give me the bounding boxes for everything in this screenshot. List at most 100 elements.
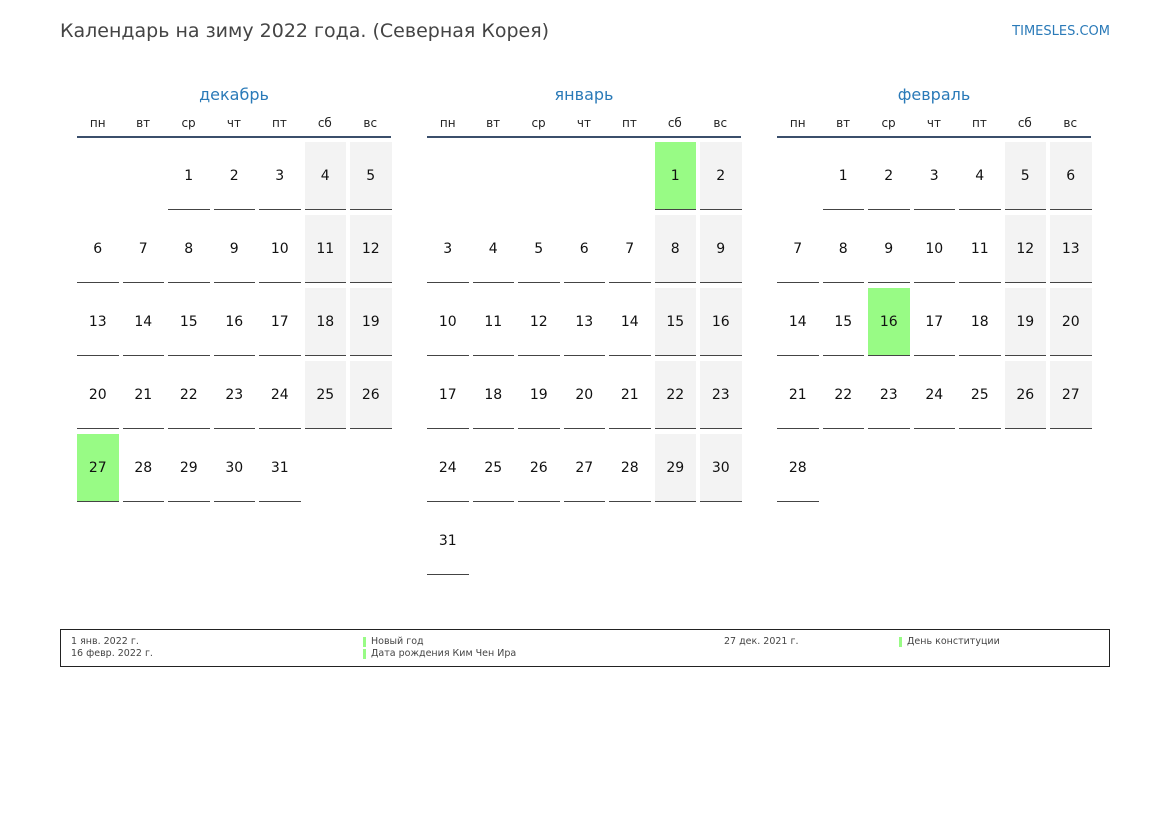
day-cell[interactable]: 8 [168,215,210,283]
day-cell[interactable]: 6 [563,215,605,283]
day-cell[interactable]: 17 [913,288,955,356]
day-cell[interactable]: 13 [563,288,605,356]
day-cell[interactable]: 20 [1050,288,1092,356]
day-cell[interactable]: 9 [213,215,255,283]
day-cell[interactable]: 7 [609,215,651,283]
day-cell[interactable]: 15 [822,288,864,356]
day-cell[interactable]: 19 [1004,288,1046,356]
day-cell[interactable]: 13 [77,288,119,356]
day-cell[interactable]: 26 [518,434,560,502]
day-cell[interactable]: 31 [427,507,469,575]
day-cell[interactable]: 25 [304,361,346,429]
weekday-label: вс [713,116,728,130]
day-cell[interactable]: 3 [427,215,469,283]
day-cell[interactable]: 23 [700,361,742,429]
day-cell[interactable]: 4 [959,142,1001,210]
weekday-label: вс [1063,116,1078,130]
day-cell[interactable]: 27 [77,434,119,502]
day-cell[interactable]: 30 [213,434,255,502]
day-cell[interactable]: 28 [122,434,164,502]
day-cell[interactable]: 2 [868,142,910,210]
day-cell[interactable]: 15 [654,288,696,356]
day-cell[interactable]: 17 [259,288,301,356]
day-cell[interactable]: 21 [122,361,164,429]
day-cell[interactable]: 22 [654,361,696,429]
day-cell[interactable]: 5 [1004,142,1046,210]
day-cell[interactable]: 11 [472,288,514,356]
day-cell[interactable]: 9 [700,215,742,283]
day-cell[interactable]: 19 [518,361,560,429]
day-cell[interactable]: 26 [1004,361,1046,429]
day-cell[interactable]: 16 [868,288,910,356]
day-cell[interactable]: 4 [472,215,514,283]
day-cell[interactable]: 16 [700,288,742,356]
day-cell[interactable]: 26 [350,361,392,429]
day-cell[interactable]: 14 [609,288,651,356]
day-cell[interactable]: 27 [1050,361,1092,429]
day-cell[interactable]: 27 [563,434,605,502]
day-cell[interactable]: 29 [168,434,210,502]
day-cell[interactable]: 11 [959,215,1001,283]
day-cell[interactable]: 5 [518,215,560,283]
weekday-label: пт [971,116,987,130]
day-cell[interactable]: 3 [913,142,955,210]
day-cell[interactable]: 30 [700,434,742,502]
day-cell[interactable]: 21 [609,361,651,429]
day-cell[interactable]: 25 [959,361,1001,429]
days-grid: 1 2 3 4 5 6 7 8 9 10 11 12 13 14 15 16 17 18 19 20 21 22 23 24 2… [427,142,742,575]
day-cell[interactable]: 24 [259,361,301,429]
day-cell[interactable]: 2 [213,142,255,210]
site-link[interactable]: TIMESLES.COM [1012,24,1110,39]
day-cell[interactable]: 17 [427,361,469,429]
days-grid: 1 2 3 4 5 6 7 8 9 10 11 12 13 14 15 16 17 18 19 20 21 22 23 24 2… [777,142,1092,502]
day-cell[interactable]: 9 [868,215,910,283]
day-cell[interactable]: 10 [427,288,469,356]
day-cell[interactable]: 5 [350,142,392,210]
day-cell[interactable]: 10 [913,215,955,283]
day-cell[interactable]: 29 [654,434,696,502]
weekday-header: пн вт ср чт пт сб вс [777,114,1091,138]
day-cell[interactable]: 23 [868,361,910,429]
empty-cell [564,142,606,210]
day-cell[interactable]: 1 [168,142,210,210]
day-cell[interactable]: 6 [77,215,119,283]
day-cell[interactable]: 1 [822,142,864,210]
day-cell[interactable]: 18 [472,361,514,429]
day-cell[interactable]: 1 [654,142,696,210]
month-january: январь пн вт ср чт пт сб вс 1 2 3 4 5 6 7 8 9 10 1… [427,84,742,575]
day-cell[interactable]: 2 [700,142,742,210]
day-cell[interactable]: 24 [913,361,955,429]
day-cell[interactable]: 7 [777,215,819,283]
day-cell[interactable]: 4 [304,142,346,210]
day-cell[interactable]: 10 [259,215,301,283]
day-cell[interactable]: 22 [168,361,210,429]
day-cell[interactable]: 14 [122,288,164,356]
day-cell[interactable]: 13 [1050,215,1092,283]
day-cell[interactable]: 3 [259,142,301,210]
day-cell[interactable]: 28 [777,434,819,502]
day-cell[interactable]: 7 [122,215,164,283]
day-cell[interactable]: 6 [1050,142,1092,210]
day-cell[interactable]: 14 [777,288,819,356]
day-cell[interactable]: 8 [822,215,864,283]
day-cell[interactable]: 21 [777,361,819,429]
day-cell[interactable]: 18 [304,288,346,356]
day-cell[interactable]: 24 [427,434,469,502]
day-cell[interactable]: 12 [350,215,392,283]
day-cell[interactable]: 8 [654,215,696,283]
day-cell[interactable]: 20 [77,361,119,429]
day-cell[interactable]: 11 [304,215,346,283]
day-cell[interactable]: 28 [609,434,651,502]
day-cell[interactable]: 22 [822,361,864,429]
day-cell[interactable]: 15 [168,288,210,356]
day-cell[interactable]: 18 [959,288,1001,356]
day-cell[interactable]: 31 [259,434,301,502]
day-cell[interactable]: 20 [563,361,605,429]
day-cell[interactable]: 25 [472,434,514,502]
day-cell[interactable]: 12 [518,288,560,356]
day-cell[interactable]: 23 [213,361,255,429]
weekday-header: пн вт ср чт пт сб вс [77,114,391,138]
day-cell[interactable]: 19 [350,288,392,356]
day-cell[interactable]: 12 [1004,215,1046,283]
day-cell[interactable]: 16 [213,288,255,356]
